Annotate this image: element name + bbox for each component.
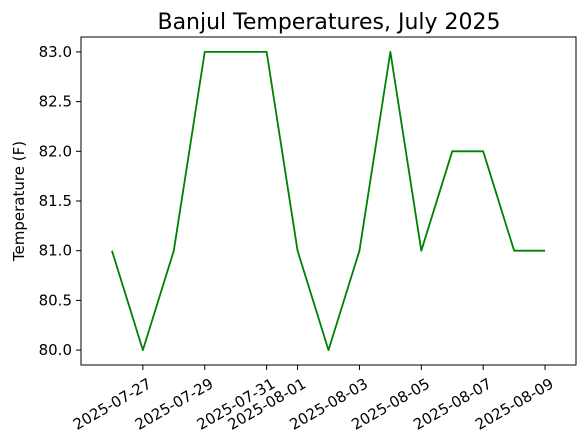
chart-title: Banjul Temperatures, July 2025: [157, 10, 500, 35]
plot-area: 80.080.581.081.582.082.583.02025-07-2720…: [39, 36, 577, 434]
y-axis-label: Temperature (F): [10, 141, 28, 262]
y-tick-label: 82.5: [39, 93, 72, 111]
series-line-1: [111, 51, 546, 351]
y-tick-label: 80.5: [39, 291, 72, 309]
y-tick-label: 81.0: [39, 242, 72, 260]
y-tick-label: 82.0: [39, 142, 72, 160]
y-tick-label: 83.0: [39, 43, 72, 61]
y-tick-label: 81.5: [39, 192, 72, 210]
y-tick-label: 80.0: [39, 341, 72, 359]
axes-frame: [80, 36, 577, 366]
